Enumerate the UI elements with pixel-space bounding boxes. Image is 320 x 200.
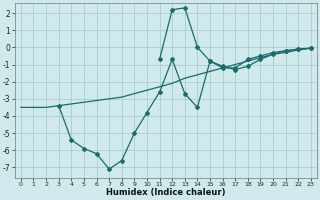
X-axis label: Humidex (Indice chaleur): Humidex (Indice chaleur)	[106, 188, 226, 197]
